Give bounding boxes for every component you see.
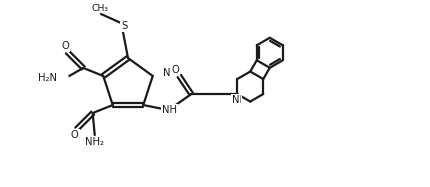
Text: NH: NH	[162, 105, 177, 115]
Text: S: S	[121, 21, 127, 31]
Text: O: O	[71, 130, 79, 140]
Text: N: N	[231, 95, 239, 105]
Text: N: N	[233, 95, 241, 105]
Text: NH: NH	[163, 68, 178, 78]
Text: CH₃: CH₃	[92, 4, 108, 13]
Text: O: O	[172, 65, 179, 75]
Text: O: O	[61, 41, 69, 51]
Text: H₂N: H₂N	[38, 73, 57, 83]
Text: NH₂: NH₂	[85, 137, 104, 147]
